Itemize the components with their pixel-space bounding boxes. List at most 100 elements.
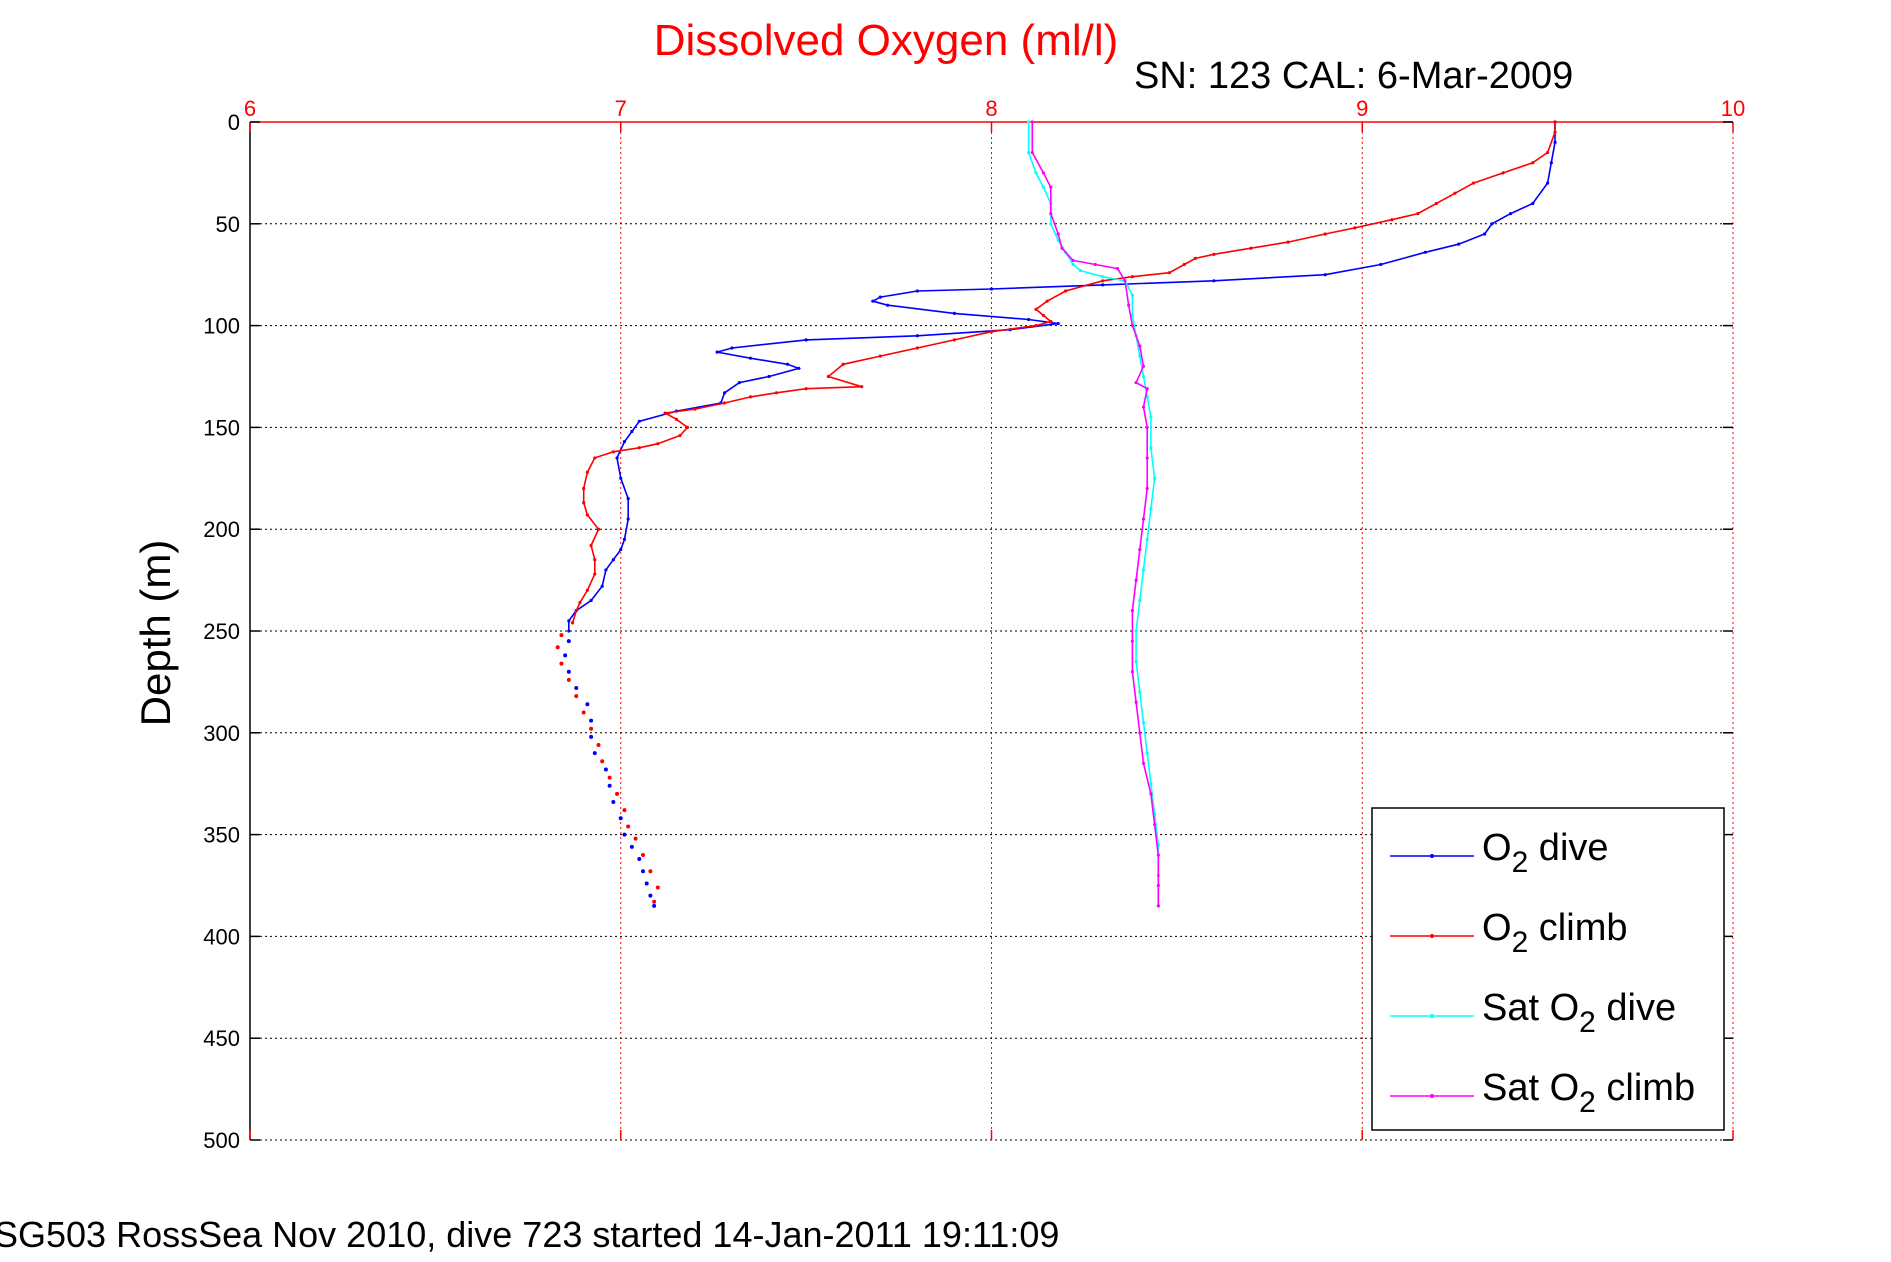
series-o2_climb-point bbox=[593, 572, 597, 576]
series-o2_climb-point bbox=[1553, 130, 1557, 134]
series-o2_climb-dot bbox=[566, 677, 571, 682]
series-o2_dive-point bbox=[600, 584, 604, 588]
series-o2_climb-point bbox=[915, 346, 919, 350]
series-sat_o2_dive-point bbox=[1130, 293, 1134, 297]
series-sat_o2_dive-point bbox=[1071, 262, 1075, 267]
y-tick-label: 300 bbox=[203, 721, 240, 746]
series-sat_o2_dive-point bbox=[1149, 446, 1153, 450]
series-sat_o2_climb-point bbox=[1130, 670, 1134, 674]
series-o2_climb-point bbox=[585, 588, 589, 592]
series-o2_climb-point bbox=[1034, 307, 1038, 311]
y-axis-label: Depth (m) bbox=[132, 540, 179, 727]
series-o2_dive-dot bbox=[644, 881, 649, 886]
series-o2_dive-point bbox=[871, 299, 875, 303]
series-o2_climb-dot bbox=[559, 633, 564, 638]
series-o2_dive-dot bbox=[629, 844, 634, 849]
chart-subtitle: SN: 123 CAL: 6-Mar-2009 bbox=[1134, 55, 1573, 97]
series-o2_climb-dot bbox=[615, 791, 620, 796]
series-sat_o2_dive-point bbox=[1034, 171, 1038, 175]
series-o2_climb-line bbox=[571, 122, 1556, 624]
series-o2_climb-point bbox=[1041, 313, 1046, 318]
series-sat_o2_dive-point bbox=[1026, 150, 1031, 155]
y-tick-label: 450 bbox=[203, 1026, 240, 1051]
y-tick-label: 100 bbox=[203, 314, 240, 339]
series-o2_climb-point bbox=[1193, 256, 1198, 261]
series-sat_o2_climb-point bbox=[1156, 904, 1160, 908]
series-sat_o2_dive-point bbox=[1141, 568, 1146, 572]
series-sat_o2_dive-point bbox=[1138, 690, 1142, 694]
series-o2_climb-point bbox=[582, 501, 586, 505]
series-o2_climb-point bbox=[1546, 150, 1550, 155]
series-o2_dive-point bbox=[567, 619, 571, 623]
series-o2_dive-dot bbox=[607, 783, 612, 788]
series-o2_climb-dot bbox=[655, 885, 660, 890]
series-o2_climb-point bbox=[596, 527, 601, 531]
series-o2_climb-dot bbox=[589, 726, 594, 731]
series-o2_climb-dot bbox=[559, 661, 564, 666]
series-o2_climb-point bbox=[989, 330, 994, 334]
series-o2_climb-point bbox=[585, 470, 589, 474]
series-o2_climb-point bbox=[748, 395, 753, 399]
legend-marker-o2_dive bbox=[1430, 854, 1434, 858]
series-o2_dive-dot bbox=[592, 751, 597, 756]
series-sat_o2_climb-point bbox=[1030, 120, 1034, 124]
series-o2_climb-point bbox=[611, 450, 615, 454]
series-o2_climb-point bbox=[574, 609, 578, 613]
series-sat_o2_climb-point bbox=[1134, 578, 1138, 582]
series-sat_o2_climb-point bbox=[1130, 609, 1134, 613]
series-o2_dive-point bbox=[630, 429, 634, 434]
series-sat_o2_climb-point bbox=[1130, 639, 1134, 643]
y-tick-label: 250 bbox=[203, 619, 240, 644]
series-sat_o2_dive-point bbox=[1149, 782, 1153, 786]
series-sat_o2_climb-point bbox=[1127, 303, 1131, 307]
series-o2_dive-point bbox=[1101, 283, 1105, 287]
series-o2_dive-point bbox=[1457, 242, 1461, 246]
series-o2_climb-point bbox=[878, 354, 882, 358]
x-tick-label: 9 bbox=[1356, 96, 1368, 121]
series-o2_climb-point bbox=[1101, 279, 1105, 283]
y-tick-label: 50 bbox=[216, 212, 240, 237]
series-group bbox=[555, 120, 1557, 908]
series-o2_dive-point bbox=[915, 289, 919, 293]
x-tick-label: 7 bbox=[615, 96, 627, 121]
series-o2_climb-dot bbox=[622, 808, 627, 813]
series-sat_o2_dive-point bbox=[1145, 537, 1149, 541]
series-o2_dive-point bbox=[1531, 201, 1535, 206]
series-o2_climb-dot bbox=[600, 759, 605, 764]
legend-label-sat_o2_dive: Sat O2 dive bbox=[1482, 987, 1676, 1039]
series-sat_o2_climb-point bbox=[1130, 324, 1134, 328]
y-tick-label: 200 bbox=[203, 517, 240, 542]
series-o2_climb-point bbox=[656, 442, 660, 446]
series-o2_dive-point bbox=[748, 356, 753, 360]
series-o2_dive-point bbox=[1056, 321, 1060, 326]
series-o2_climb-point bbox=[1045, 299, 1049, 303]
series-o2_dive-dot bbox=[618, 816, 623, 821]
series-o2_climb-point bbox=[1064, 289, 1068, 293]
series-o2_climb-point bbox=[585, 513, 589, 517]
series-o2_dive-point bbox=[722, 391, 727, 395]
series-sat_o2_climb-point bbox=[1115, 266, 1120, 271]
series-o2_dive-dot bbox=[648, 893, 653, 898]
series-o2_climb-dot bbox=[648, 869, 653, 874]
series-o2_climb-point bbox=[589, 543, 593, 548]
series-sat_o2_climb-point bbox=[1156, 853, 1160, 857]
series-sat_o2_dive-point bbox=[1149, 507, 1153, 511]
series-sat_o2_dive-point bbox=[1041, 185, 1046, 189]
series-o2_climb-dot bbox=[640, 852, 645, 857]
series-sat_o2_dive-point bbox=[1078, 269, 1083, 273]
series-o2_climb-dot bbox=[607, 775, 612, 780]
series-o2_climb-point bbox=[1553, 120, 1557, 124]
y-tick-label: 150 bbox=[203, 415, 240, 440]
series-sat_o2_climb-point bbox=[1141, 405, 1146, 409]
series-o2_dive-point bbox=[797, 366, 801, 370]
series-o2_dive-point bbox=[1490, 222, 1494, 226]
series-o2_dive-point bbox=[886, 303, 890, 307]
series-o2_dive-point bbox=[1026, 317, 1031, 322]
series-o2_dive-point bbox=[1379, 262, 1383, 267]
series-sat_o2_dive-point bbox=[1134, 629, 1138, 633]
series-o2_dive-dot bbox=[589, 734, 594, 739]
series-o2_climb-point bbox=[685, 425, 690, 429]
series-o2_climb-point bbox=[1182, 262, 1186, 267]
